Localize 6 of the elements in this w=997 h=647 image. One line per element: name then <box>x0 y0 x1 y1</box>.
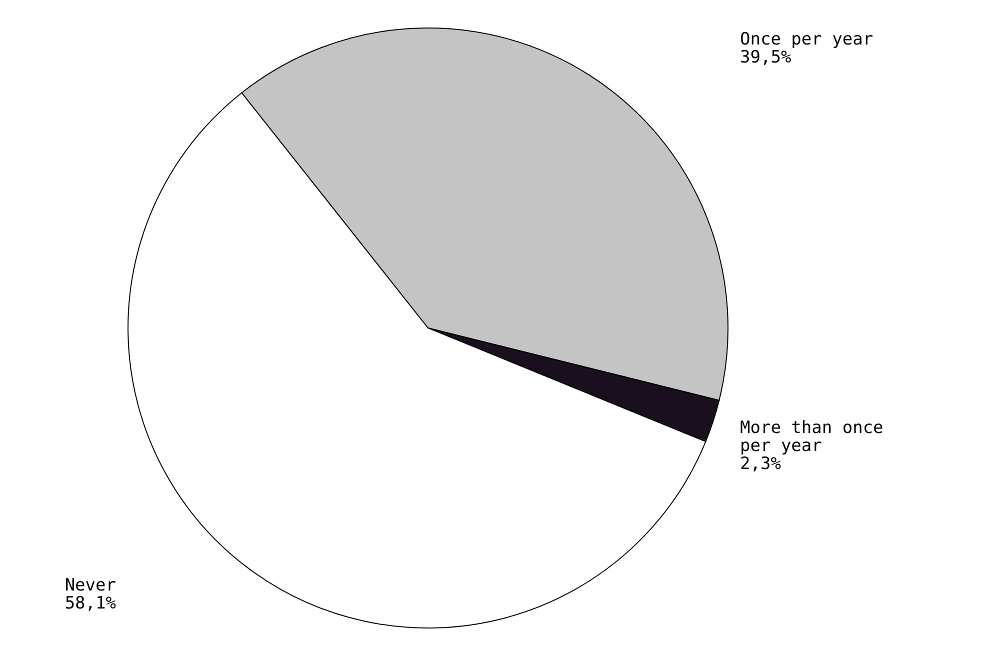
data-label: 39,5% <box>740 47 792 68</box>
data-label: 2,3% <box>740 454 781 474</box>
slice-label: Never <box>64 575 116 596</box>
data-label: 58,1% <box>64 593 116 614</box>
slice-label: More than once per year <box>740 418 884 456</box>
slice-label: Once per year <box>740 29 874 50</box>
